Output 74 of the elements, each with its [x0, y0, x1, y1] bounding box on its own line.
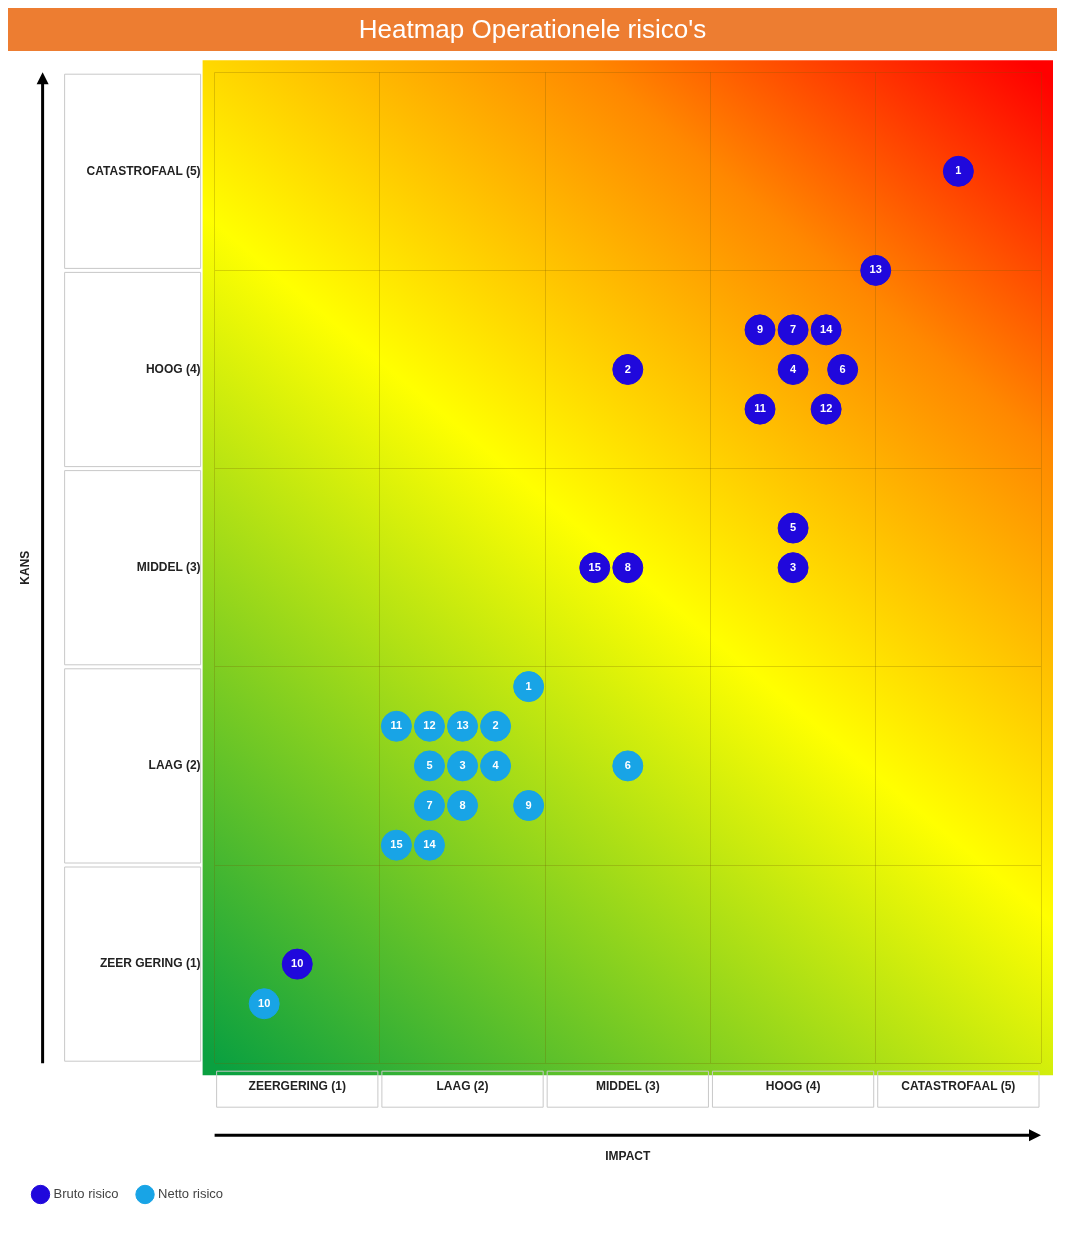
annotation: 3 — [790, 560, 797, 573]
y-tick-label: LAAG (2) — [148, 758, 201, 773]
y-tick-label: MIDDEL (3) — [136, 560, 201, 575]
annotation: 6 — [839, 362, 846, 375]
point — [810, 393, 842, 425]
point — [513, 790, 545, 822]
annotation: 14 — [423, 838, 437, 851]
x-tick-label: HOOG (4) — [765, 1078, 821, 1093]
chart-title: Heatmap Operationele risico's — [8, 8, 1057, 51]
point — [744, 314, 776, 346]
annotation: 1 — [525, 679, 532, 692]
point — [248, 988, 280, 1020]
point — [380, 829, 412, 861]
x-tick-label: ZEERGERING (1) — [248, 1078, 346, 1093]
x-axis-title: IMPACT — [605, 1149, 652, 1164]
annotation: 8 — [459, 798, 466, 811]
point — [612, 552, 644, 584]
point — [744, 393, 776, 425]
annotation: 8 — [624, 560, 631, 573]
legend-label: Netto risico — [158, 1186, 224, 1202]
annotation: 15 — [390, 838, 403, 851]
x-tick-label: MIDDEL (3) — [595, 1078, 660, 1093]
annotation: 11 — [390, 719, 403, 732]
point — [860, 254, 892, 286]
y-tick-label: HOOG (4) — [145, 361, 201, 376]
x-tick-label: CATASTROFAAL (5) — [901, 1078, 1016, 1093]
point — [777, 552, 809, 584]
annotation: 13 — [869, 263, 882, 276]
y-tick-label: ZEER GERING (1) — [99, 956, 201, 971]
annotation: 9 — [756, 322, 764, 335]
point — [447, 750, 479, 782]
legend-label: Bruto risico — [53, 1186, 119, 1202]
annotation: 4 — [790, 362, 798, 375]
annotation: 4 — [492, 758, 500, 771]
annotation: 1 — [955, 164, 962, 177]
point — [413, 710, 445, 742]
annotation: 5 — [790, 521, 797, 534]
annotation: 3 — [459, 758, 466, 771]
x-tick-label: LAAG (2) — [436, 1078, 489, 1093]
annotation: 11 — [754, 402, 766, 415]
annotation: 14 — [820, 322, 834, 335]
point — [942, 155, 974, 187]
point — [612, 354, 644, 385]
point — [413, 790, 445, 822]
annotation: 2 — [492, 719, 499, 732]
point — [480, 710, 512, 742]
point — [579, 552, 611, 584]
point — [447, 790, 479, 822]
annotation: 12 — [423, 719, 436, 732]
point — [612, 750, 644, 782]
point — [777, 314, 809, 346]
annotation: 2 — [624, 362, 631, 375]
point — [513, 671, 545, 703]
annotation: 13 — [456, 719, 469, 732]
point — [777, 512, 809, 544]
point — [480, 750, 512, 782]
annotation: 6 — [624, 758, 631, 771]
y-axis-title: KANS — [17, 550, 32, 585]
point — [827, 354, 859, 385]
annotation: 7 — [790, 322, 797, 335]
annotation: 7 — [426, 798, 433, 811]
annotation: 12 — [820, 402, 833, 415]
annotation: 10 — [291, 957, 304, 970]
point — [413, 829, 445, 861]
annotation: 9 — [525, 798, 532, 811]
point — [413, 750, 445, 782]
annotation: 15 — [588, 560, 601, 573]
point — [281, 948, 313, 980]
y-tick-label: CATASTROFAAL (5) — [86, 163, 201, 178]
point — [380, 710, 412, 742]
annotation: 10 — [258, 996, 271, 1009]
point — [777, 354, 809, 385]
annotation: 5 — [426, 758, 433, 771]
point — [447, 710, 479, 742]
